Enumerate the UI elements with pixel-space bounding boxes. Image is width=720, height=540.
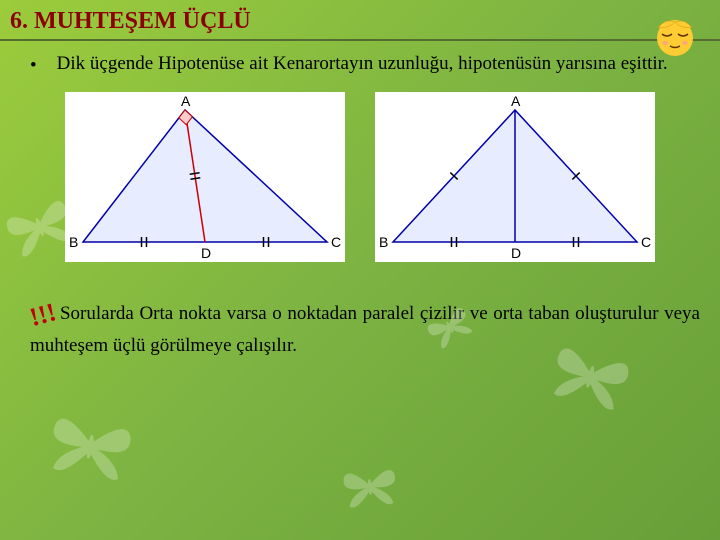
svg-text:A: A bbox=[181, 93, 191, 109]
svg-text:B: B bbox=[69, 234, 78, 250]
sleepy-emoji-icon bbox=[650, 10, 700, 60]
triangle-diagram-2: A B C D bbox=[375, 92, 655, 262]
butterfly-decoration bbox=[338, 457, 403, 517]
svg-text:B: B bbox=[379, 234, 388, 250]
triangle-diagram-1: A B C D bbox=[65, 92, 345, 262]
svg-text:C: C bbox=[641, 234, 651, 250]
svg-text:D: D bbox=[201, 245, 211, 261]
exclamation-icon: !!! bbox=[26, 294, 61, 336]
svg-text:D: D bbox=[511, 245, 521, 261]
bullet-icon: • bbox=[30, 53, 37, 79]
diagram-row: A B C D A B C D bbox=[0, 87, 720, 267]
svg-text:A: A bbox=[511, 93, 521, 109]
butterfly-decoration bbox=[39, 399, 142, 496]
svg-text:C: C bbox=[331, 234, 341, 250]
main-theorem-text: • Dik üçgende Hipotenüse ait Kenarortayı… bbox=[0, 41, 720, 87]
theorem-paragraph: Dik üçgende Hipotenüse ait Kenarortayın … bbox=[57, 51, 668, 77]
slide-title: 6. MUHTEŞEM ÜÇLÜ bbox=[0, 0, 720, 41]
